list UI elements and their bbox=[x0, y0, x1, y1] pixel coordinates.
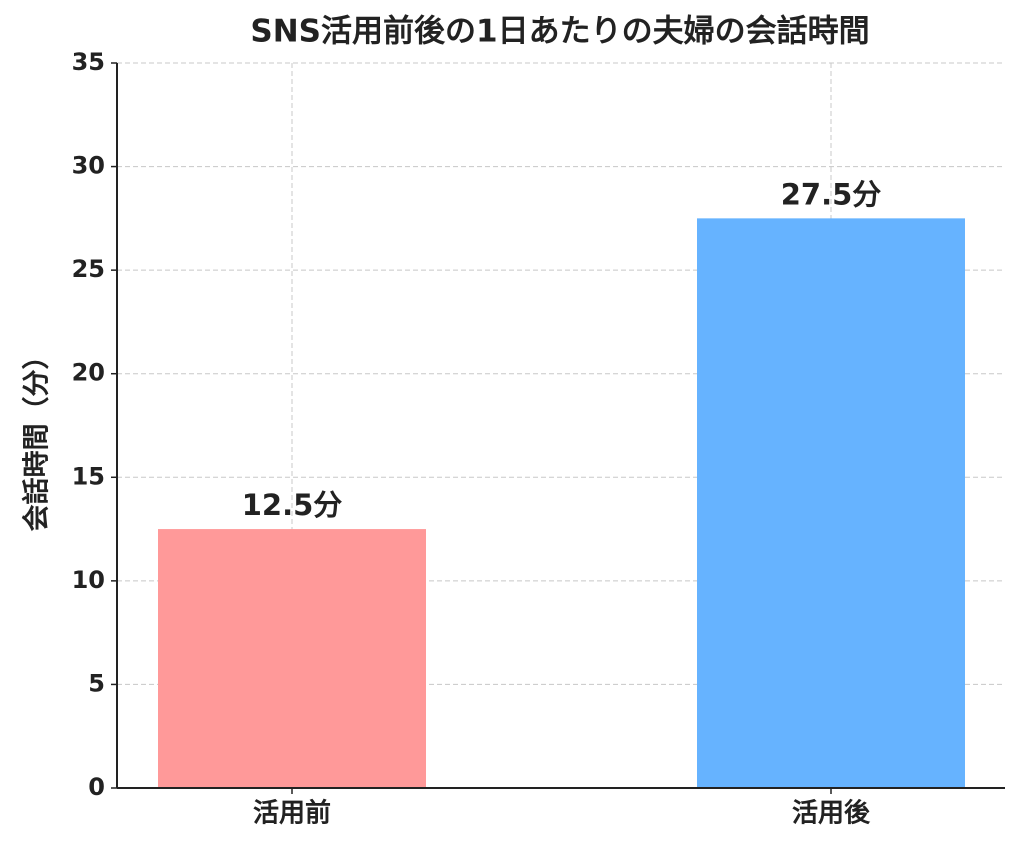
y-tick-label: 0 bbox=[88, 773, 105, 801]
y-tick-label: 20 bbox=[72, 359, 105, 387]
y-tick-label: 25 bbox=[72, 255, 105, 283]
value-label: 27.5分 bbox=[781, 177, 882, 211]
y-axis-label: 会話時間（分） bbox=[21, 343, 53, 532]
bar bbox=[158, 529, 426, 788]
value-label: 12.5分 bbox=[242, 488, 343, 522]
bar bbox=[697, 218, 965, 788]
y-tick-label: 15 bbox=[72, 462, 105, 490]
x-tick-label: 活用後 bbox=[792, 798, 871, 829]
y-tick-label: 10 bbox=[72, 566, 105, 594]
x-tick-label: 活用前 bbox=[253, 798, 331, 829]
y-tick-label: 5 bbox=[88, 669, 105, 697]
y-tick-label: 35 bbox=[72, 48, 105, 76]
chart-title: SNS活用前後の1日あたりの夫婦の会話時間 bbox=[250, 14, 869, 50]
y-tick-label: 30 bbox=[72, 152, 105, 180]
